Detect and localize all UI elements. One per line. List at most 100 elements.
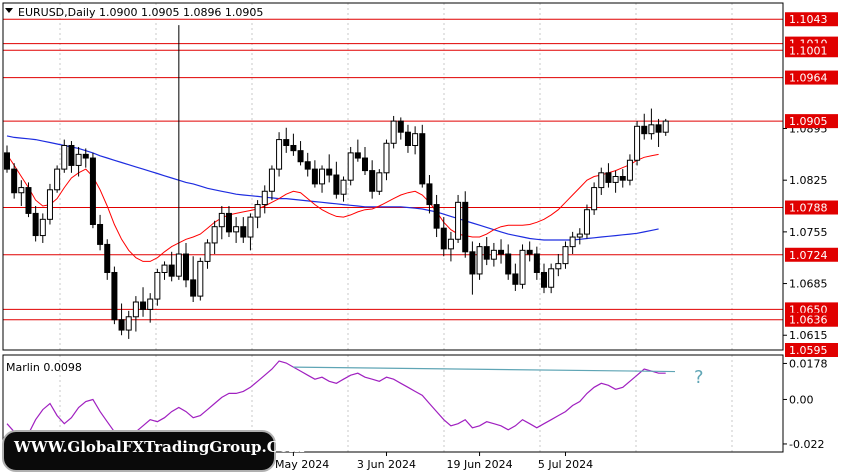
candle-bull bbox=[626, 159, 633, 181]
candle-bear bbox=[304, 161, 311, 170]
level-tag bbox=[785, 343, 838, 357]
candle-bear bbox=[404, 131, 411, 146]
candle-bear bbox=[240, 226, 247, 238]
level-tag-label: 1.1043 bbox=[789, 13, 828, 26]
current-price-tag bbox=[785, 114, 838, 129]
candle-bear bbox=[225, 212, 232, 233]
level-tag-label: 1.0905 bbox=[789, 115, 828, 128]
watermark-text: WWW.GlobalFXTradingGroup.Com bbox=[14, 438, 305, 456]
slow-moving-average bbox=[6, 135, 659, 241]
candle-bear bbox=[354, 152, 361, 159]
candle-bull bbox=[634, 125, 641, 161]
candle-bull bbox=[54, 168, 61, 191]
candle-bear bbox=[311, 168, 318, 185]
candle-bear bbox=[526, 249, 533, 255]
candle-bear bbox=[297, 150, 304, 163]
date-label: 19 Jun 2024 bbox=[446, 458, 512, 471]
level-tag bbox=[785, 12, 838, 27]
candle-bull bbox=[154, 271, 161, 300]
chart-menu-triangle-icon[interactable] bbox=[5, 8, 13, 13]
candle-bull bbox=[548, 268, 555, 288]
fast-ma-line bbox=[6, 153, 659, 262]
candle-bull bbox=[583, 209, 590, 235]
candle-bull bbox=[132, 301, 139, 318]
candle-bear bbox=[362, 157, 368, 172]
candle-bull bbox=[612, 176, 619, 183]
candle-bull bbox=[662, 120, 669, 133]
candle-bull bbox=[576, 233, 583, 238]
candle-bear bbox=[111, 271, 118, 321]
candle-bear bbox=[4, 152, 10, 170]
symbol-title: EURUSD,Daily 1.0900 1.0905 1.0896 1.0905 bbox=[18, 6, 263, 19]
candle-bull bbox=[598, 172, 605, 189]
candle-bear bbox=[440, 227, 447, 250]
candle-bull bbox=[197, 260, 204, 297]
candle-bear bbox=[397, 120, 404, 133]
candle-bear bbox=[655, 124, 662, 133]
candle-bear bbox=[419, 133, 426, 185]
candle-bear bbox=[605, 172, 612, 183]
candle-bull bbox=[175, 253, 182, 277]
candle-bull bbox=[218, 212, 225, 228]
candle-bull bbox=[61, 144, 68, 170]
candle-bull bbox=[591, 187, 598, 211]
candle-bull bbox=[125, 316, 132, 331]
candle-bear bbox=[512, 273, 519, 285]
watermark-badge bbox=[2, 430, 276, 472]
candle-bear bbox=[369, 170, 376, 192]
candle-bear bbox=[641, 125, 648, 135]
candle-bear bbox=[333, 174, 340, 195]
marlin-trend-line bbox=[293, 366, 676, 373]
candle-bull bbox=[254, 204, 261, 218]
candle-bull bbox=[268, 168, 275, 192]
candle-bear bbox=[11, 168, 18, 194]
candle-bear bbox=[183, 253, 189, 281]
candle-bull bbox=[39, 218, 46, 237]
candle-bear bbox=[283, 139, 290, 146]
candle-bull bbox=[555, 263, 562, 270]
price-tick-label: 1.0615 bbox=[789, 329, 828, 342]
candle-bull bbox=[319, 168, 326, 185]
candle-bull bbox=[648, 124, 655, 135]
candle-bear bbox=[32, 212, 39, 237]
candle-bull bbox=[562, 246, 569, 265]
level-tag bbox=[785, 312, 838, 327]
indicator-pane-frame bbox=[2, 354, 784, 453]
candle-bear bbox=[433, 204, 440, 229]
level-tag-label: 1.0636 bbox=[789, 314, 828, 327]
level-tag bbox=[785, 200, 838, 215]
candle-bull bbox=[490, 249, 497, 260]
indicator-question-annotation: ? bbox=[694, 367, 704, 388]
candle-bull bbox=[247, 216, 254, 238]
price-tick-label: 1.0685 bbox=[789, 278, 828, 291]
candle-bull bbox=[340, 179, 347, 195]
level-tag bbox=[785, 247, 838, 262]
candle-bull bbox=[383, 142, 390, 174]
candle-bull bbox=[519, 249, 526, 285]
candle-bear bbox=[498, 249, 505, 255]
price-tick-label: 1.0755 bbox=[789, 226, 828, 239]
candle-bull bbox=[376, 172, 383, 192]
candle-bear bbox=[469, 251, 476, 275]
candle-bull bbox=[147, 298, 154, 310]
candle-bear bbox=[541, 271, 547, 288]
candle-bull bbox=[569, 236, 576, 248]
candle-bull bbox=[390, 120, 397, 144]
price-tick-label: 1.0825 bbox=[789, 174, 828, 187]
candle-bull bbox=[276, 139, 283, 170]
indicator-tick-label: 0.0178 bbox=[789, 357, 828, 370]
level-tag-label: 1.0595 bbox=[789, 344, 828, 357]
candle-bull bbox=[161, 264, 168, 273]
candle-bear bbox=[190, 279, 197, 297]
candle-bear bbox=[97, 223, 104, 245]
candle-bear bbox=[290, 144, 297, 152]
indicator-tick-label: -0.022 bbox=[789, 438, 824, 451]
candle-bear bbox=[426, 183, 433, 206]
date-label: 5 Jul 2024 bbox=[538, 458, 593, 471]
level-tag-label: 1.1001 bbox=[789, 44, 828, 57]
candle-bear bbox=[505, 253, 512, 275]
level-tag-label: 1.0964 bbox=[789, 72, 828, 85]
candles bbox=[4, 25, 669, 339]
date-label: 3 Jun 2024 bbox=[357, 458, 416, 471]
